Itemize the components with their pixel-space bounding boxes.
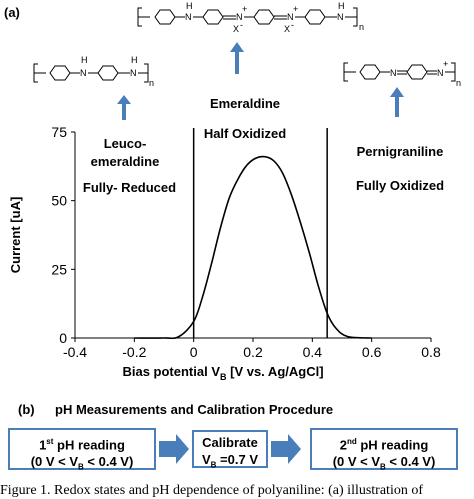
first-reading-box: 1st pH reading (0 V < VB < 0.4 V): [8, 428, 156, 472]
current-vs-bias-chart: -0.4 -0.2 0 0.2 0.4 0.6 0.8 0 25 50 75 Bias potenti…: [8, 124, 441, 382]
panel-b-label: (b): [18, 402, 35, 417]
box3-text: pH reading: [356, 437, 429, 453]
flow-arrows: [159, 434, 301, 464]
flow-arrow-2: [271, 434, 301, 464]
svg-text:N: N: [185, 12, 192, 22]
y-tick-label: 75: [51, 124, 67, 140]
box1-range-end: < 0.4 V): [83, 454, 134, 470]
leuco-line2: emeraldine: [90, 154, 160, 169]
pernigraniline-name: Pernigraniline: [356, 144, 444, 159]
y-tick-label: 0: [59, 330, 67, 346]
y-tick-label: 25: [51, 261, 67, 277]
flow-arrow-1: [159, 434, 189, 464]
svg-text:H: H: [186, 1, 193, 11]
emeraldine-structure: [137, 7, 358, 27]
svg-text:H: H: [338, 1, 345, 11]
svg-text:N: N: [287, 12, 294, 22]
box3-num: 2: [339, 437, 347, 453]
svg-text:+: +: [242, 4, 247, 14]
svg-text:-: -: [291, 20, 294, 30]
svg-text:N: N: [236, 12, 243, 22]
svg-text:n: n: [456, 78, 461, 88]
box2-title: Calibrate: [202, 435, 258, 450]
emeraldine-desc: Half Oxidized: [203, 126, 287, 141]
x-tick-label: -0.2: [122, 344, 146, 360]
svg-text:+: +: [293, 4, 298, 14]
box1-range: (0 V < V: [30, 454, 79, 470]
box1-sub: B: [78, 462, 84, 472]
svg-text:+: +: [443, 59, 448, 69]
svg-text:N: N: [437, 68, 444, 78]
box1-num: 1: [39, 437, 47, 453]
leuco-line1: Leuco-: [103, 136, 147, 151]
box2-v: V: [201, 452, 211, 467]
svg-text:H: H: [131, 55, 138, 65]
chemical-structures: NH N+X - N+X - NH n NH NH n N N+ n: [33, 1, 461, 120]
svg-text:X: X: [284, 24, 290, 34]
calibrate-box: Calibrate VB =0.7 V: [192, 430, 268, 470]
x-tick-label: -0.4: [63, 344, 87, 360]
leuco-label: Leuco- emeraldine: [75, 135, 175, 171]
svg-text:N: N: [80, 68, 87, 78]
box3-sub: B: [380, 462, 386, 472]
leucoemeraldine-structure: [33, 63, 149, 83]
box3-range-end: < 0.4 V): [385, 454, 436, 470]
svg-text:n: n: [359, 22, 364, 32]
x-tick-label: 0.8: [421, 344, 441, 360]
svg-text:n: n: [149, 78, 154, 88]
x-tick-label: 0.4: [303, 344, 323, 360]
box2-sub: B: [210, 460, 217, 470]
second-reading-box: 2nd pH reading (0 V < VB < 0.4 V): [310, 428, 458, 472]
box1-sup: st: [46, 437, 54, 446]
x-axis-label: Bias potential VB [V vs. Ag/AgCl]: [122, 364, 323, 382]
x-tick-label: 0.6: [362, 344, 382, 360]
svg-text:N: N: [130, 68, 137, 78]
box3-range: (0 V < V: [332, 454, 381, 470]
box1-text: pH reading: [53, 437, 125, 453]
box2-value: =0.7 V: [216, 452, 258, 467]
current-curve: [134, 155, 372, 340]
x-tick-label: 0.2: [243, 344, 263, 360]
svg-text:N: N: [390, 68, 397, 78]
svg-text:-: -: [240, 20, 243, 30]
leuco-desc: Fully- Reduced: [82, 180, 177, 195]
pernigraniline-structure: [343, 62, 456, 82]
x-tick-label: 0: [190, 344, 198, 360]
y-axis-label: Current [uA]: [8, 197, 23, 274]
svg-text:N: N: [337, 12, 344, 22]
y-tick-label: 50: [51, 193, 67, 209]
svg-text:X: X: [233, 24, 239, 34]
panel-a-label: (a): [4, 5, 20, 20]
calibration-title: pH Measurements and Calibration Procedur…: [55, 402, 334, 417]
figure-caption: Figure 1. Redox states and pH dependence…: [0, 483, 424, 498]
svg-text:H: H: [81, 55, 88, 65]
emeraldine-name: Emeraldine: [209, 96, 281, 111]
pernigraniline-desc: Fully Oxidized: [355, 178, 445, 193]
box3-sup: nd: [346, 437, 357, 446]
